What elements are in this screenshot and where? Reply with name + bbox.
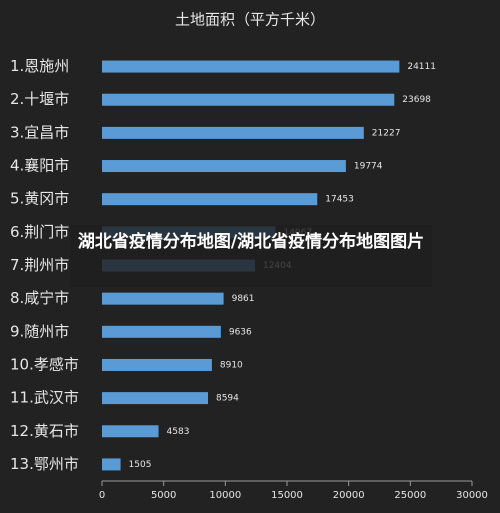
x-tick-label: 0 [99, 490, 105, 501]
value-label: 1505 [129, 460, 152, 470]
value-label: 8594 [216, 394, 239, 404]
value-label: 9861 [232, 294, 255, 304]
bar [102, 93, 395, 106]
value-label: 4583 [167, 427, 190, 437]
y-tick-label: 11.武汉市 [10, 389, 79, 407]
bar [102, 126, 364, 139]
value-label: 8910 [220, 360, 243, 370]
value-label: 23698 [402, 95, 431, 105]
y-tick-label: 9.随州市 [10, 322, 69, 340]
y-tick-label: 7.荆州市 [10, 256, 69, 274]
bar [102, 193, 318, 206]
bar [102, 458, 121, 471]
bar [102, 292, 224, 305]
y-tick-label: 4.襄阳市 [10, 157, 69, 175]
y-tick-label: 3.宜昌市 [10, 123, 69, 141]
x-tick-label: 20000 [333, 490, 365, 501]
y-tick-label: 5.黄冈市 [10, 190, 69, 208]
bar [102, 60, 400, 73]
bar [102, 392, 208, 405]
chart-title: 土地面积（平方千米） [175, 11, 325, 29]
y-tick-label: 6.荆门市 [10, 223, 69, 241]
overlay-caption: 湖北省疫情分布地图/湖北省疫情分布地图图片 [70, 225, 432, 287]
x-tick-label: 15000 [271, 490, 303, 501]
y-tick-label: 10.孝感市 [10, 355, 79, 373]
y-tick-label: 8.咸宁市 [10, 289, 69, 307]
x-tick-label: 25000 [394, 490, 426, 501]
value-label: 17453 [325, 195, 354, 205]
bar [102, 325, 221, 338]
y-tick-label: 2.十堰市 [10, 90, 69, 108]
value-label: 24111 [407, 62, 436, 72]
x-tick-label: 30000 [456, 490, 488, 501]
x-tick-label: 10000 [209, 490, 241, 501]
value-label: 9636 [229, 327, 252, 337]
value-label: 19774 [354, 162, 383, 172]
y-tick-label: 13.鄂州市 [10, 455, 79, 473]
bar [102, 358, 212, 371]
bar [102, 160, 346, 173]
x-tick-label: 5000 [151, 490, 176, 501]
y-tick-label: 1.恩施州 [10, 57, 69, 75]
y-tick-label: 12.黄石市 [10, 422, 79, 440]
bar [102, 425, 159, 438]
value-label: 21227 [372, 128, 401, 138]
